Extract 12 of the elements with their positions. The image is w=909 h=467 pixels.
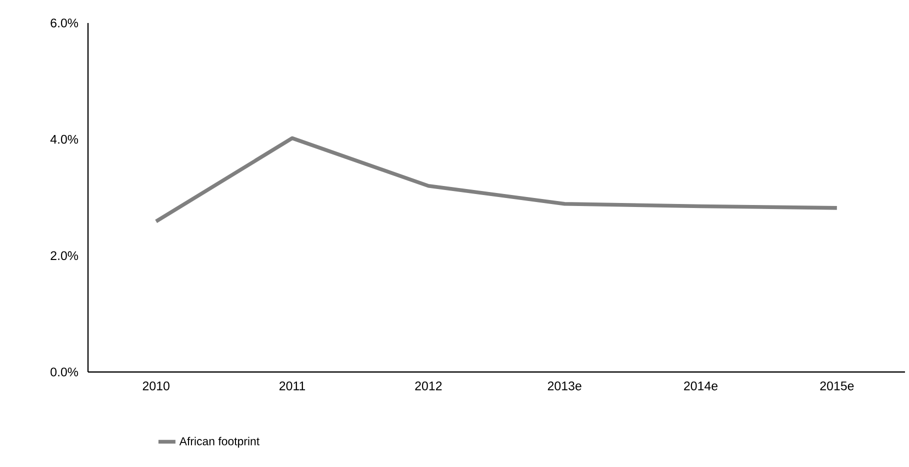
x-tick-label: 2014e [684, 382, 718, 390]
y-tick-label: 4.0% [50, 134, 78, 144]
legend-label: African footprint [179, 436, 260, 448]
y-tick-label: 6.0% [50, 18, 78, 28]
x-tick-label: 2013e [548, 382, 582, 390]
x-tick-label: 2015e [820, 382, 854, 390]
y-tick-label: 2.0% [50, 251, 78, 260]
x-tick-label: 2010 [142, 382, 170, 390]
line-series [154, 136, 839, 224]
y-tick-label: 0.0% [50, 368, 78, 376]
x-tick-label: 2011 [279, 382, 306, 390]
x-tick-label: 2012 [415, 382, 442, 390]
